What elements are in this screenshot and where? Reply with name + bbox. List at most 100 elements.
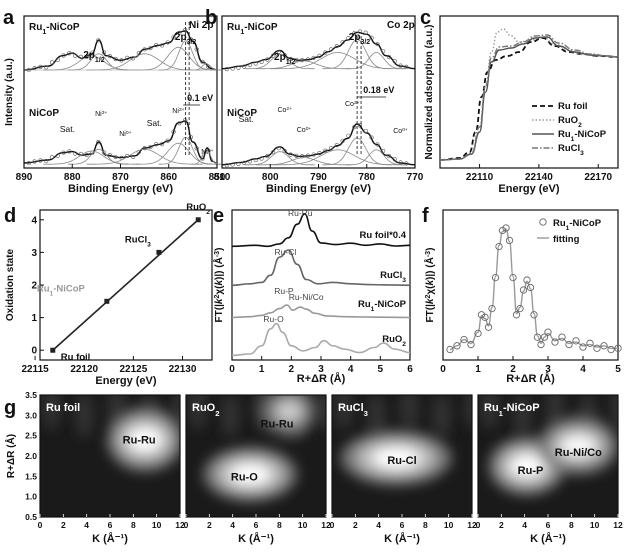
data-point <box>502 224 510 232</box>
text-span: Co <box>277 107 286 114</box>
x-tick-label: 22140 <box>525 172 553 183</box>
data-point <box>495 242 503 251</box>
xps-data-point <box>165 138 170 143</box>
ni-valence-label: Ni3+ <box>172 107 184 116</box>
xps-component-peak <box>86 53 203 71</box>
peak-label: Ru-Ni/Co <box>289 292 324 302</box>
xps-data-point <box>247 159 253 164</box>
x-tick-label: 5 <box>615 364 621 375</box>
xps-data-point <box>96 140 101 145</box>
peak-label: 2p3/2 <box>349 32 371 46</box>
text-span: Ru <box>484 402 499 414</box>
x-tick-label: 6 <box>254 520 259 530</box>
xps-data-point <box>288 152 293 157</box>
text-span: 2 <box>578 122 582 129</box>
xps-data-point <box>73 53 78 58</box>
xps-data-point <box>113 56 118 62</box>
heatmap-ridge <box>187 395 208 430</box>
series-label-top: Ru1-NiCoP <box>29 22 80 36</box>
text-span: ) <box>214 248 225 251</box>
peak-label: Ru-Ru <box>288 208 313 218</box>
text-span: 2 <box>425 295 432 299</box>
panel-letter-b: b <box>205 7 217 29</box>
x-tick-label: 22170 <box>584 172 612 183</box>
text-span: Ru <box>227 22 240 33</box>
heatmap-label: Ru-P <box>518 465 544 477</box>
heatmap-blobs <box>106 407 180 472</box>
legend-label: Ru1-NiCoP <box>553 218 602 232</box>
x-tick-label: 22115 <box>21 364 49 375</box>
heatmap-title: Ru foil <box>46 402 80 414</box>
text-span: RuO <box>192 402 216 414</box>
x-tick-label: 5 <box>378 364 384 375</box>
heatmap-core <box>128 427 162 452</box>
xps-data-point <box>288 56 293 62</box>
xps-data-point <box>130 56 136 61</box>
xps-fit-line <box>221 31 416 70</box>
xps-data-point <box>183 28 188 33</box>
data-point <box>474 329 482 338</box>
data-point <box>104 298 110 304</box>
text-span: Co <box>297 127 306 134</box>
x-tick-label: 1 <box>475 364 481 375</box>
data-point <box>533 333 542 341</box>
xps-fit-line <box>221 123 416 166</box>
heatmap-ridge <box>399 395 419 430</box>
peak-label: Ru-O <box>263 314 284 324</box>
x-tick-label: 850 <box>209 172 226 183</box>
text-span: -NiCoP <box>503 402 540 414</box>
xanes-line <box>439 28 619 161</box>
text-span: 2+ <box>354 100 360 106</box>
xps-data-point <box>328 47 334 52</box>
data-point <box>481 313 489 321</box>
series-label-top: Ru1-NiCoP <box>227 22 278 36</box>
x-tick-label: 2 <box>510 364 516 375</box>
xps-data-point <box>84 152 89 158</box>
peak-label: 2p1/2 <box>274 52 296 66</box>
x-tick-label: 870 <box>112 172 129 183</box>
co-valence-label: Co0+ <box>393 127 408 136</box>
heatmap-ridge <box>41 395 62 430</box>
x-tick-label: 880 <box>64 172 81 183</box>
co-valence-label: Co0+ <box>297 126 312 135</box>
y-tick-label: 1 <box>31 313 37 324</box>
data-point <box>607 345 615 354</box>
point-label: RuCl3 <box>125 234 151 248</box>
text-span: 3 <box>364 409 368 418</box>
text-span: FT(| <box>214 304 225 323</box>
xps-data-point <box>159 142 165 147</box>
legend-label: RuO2 <box>558 115 582 129</box>
heatmap-ridge <box>610 395 618 429</box>
text-span: -NiCoP <box>53 283 85 294</box>
xps-data-point <box>142 145 147 151</box>
peak-label: 2p3/2 <box>175 32 197 46</box>
text-span: 3/2 <box>187 39 197 46</box>
xps-data-point <box>398 63 403 68</box>
heatmap-core <box>372 447 420 469</box>
legend-label: fitting <box>553 234 580 245</box>
data-point <box>516 304 524 313</box>
x-tick-label: 4 <box>522 520 527 530</box>
panel-letter-f: f <box>422 205 429 227</box>
xps-component-peak <box>255 157 352 166</box>
text-span: χ( <box>214 285 225 295</box>
panel-f-plot <box>446 224 622 354</box>
heatmap-1 <box>186 395 326 517</box>
x-tick-label: 2 <box>499 520 504 530</box>
xps-data-point <box>340 40 345 45</box>
x-axis-label: K (Å⁻¹) <box>92 532 128 545</box>
xps-data-point <box>38 158 43 163</box>
xps-data-point <box>404 64 409 69</box>
data-point <box>565 340 573 349</box>
shift-label: 0.18 eV <box>363 85 394 95</box>
series-label: Ru1-NiCoP <box>358 299 407 313</box>
ft-line <box>231 249 411 287</box>
x-tick-label: 22110 <box>466 172 494 183</box>
x-tick-label: 770 <box>407 172 424 183</box>
text-span: 0+ <box>208 148 214 154</box>
x-tick-label: 2 <box>207 520 212 530</box>
series-label-bottom: NiCoP <box>29 108 59 119</box>
xps-data-point <box>148 144 153 150</box>
x-tick-label: 4 <box>230 520 235 530</box>
